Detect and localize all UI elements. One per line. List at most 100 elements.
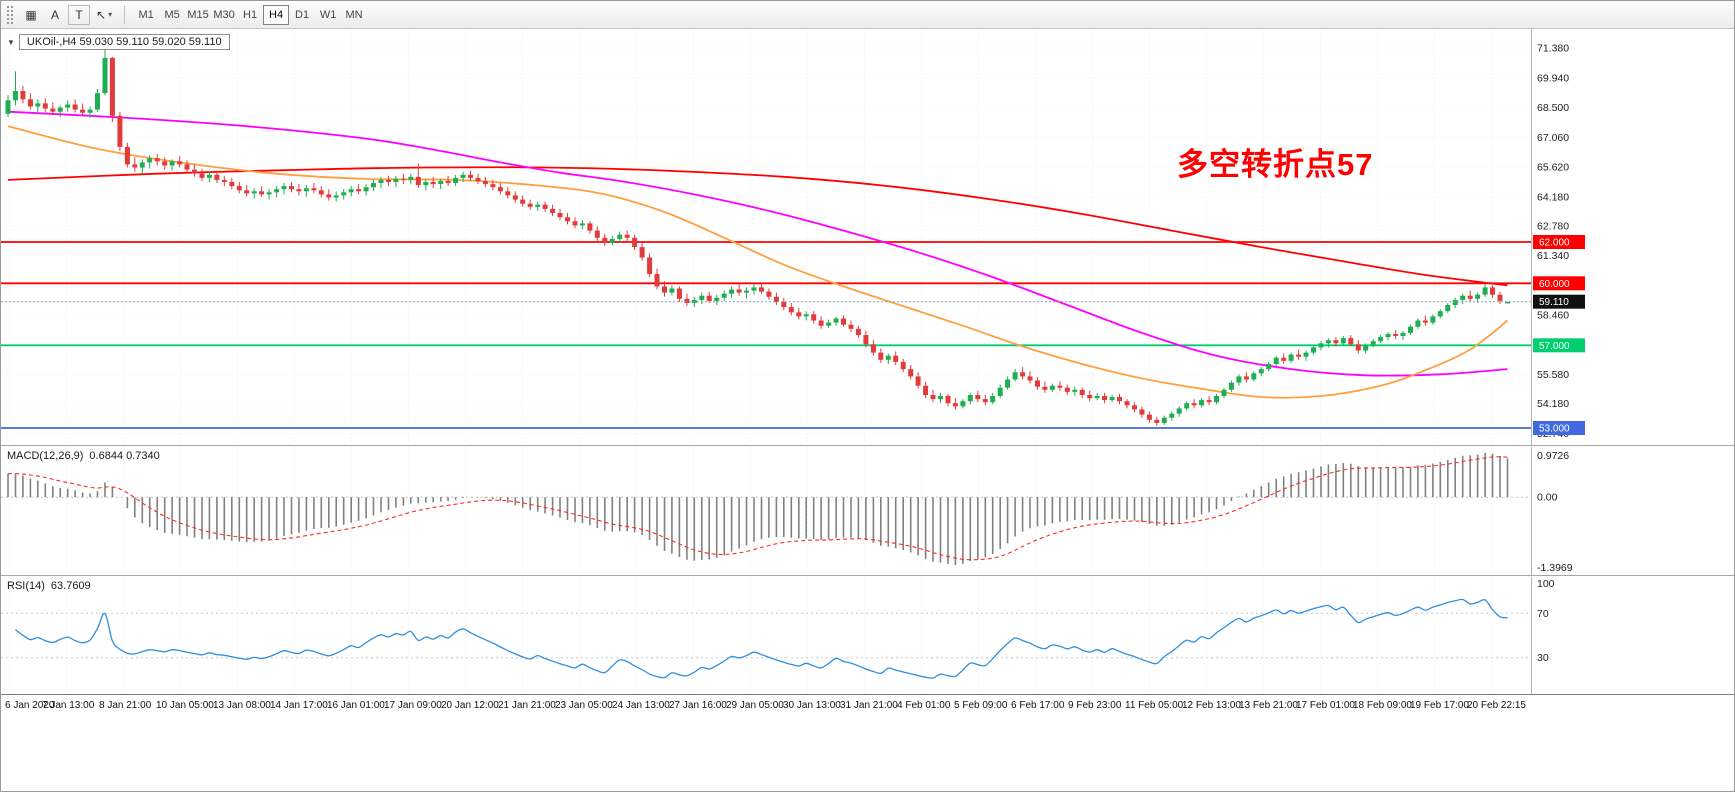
macd-histogram [7, 453, 1509, 565]
candle-body [468, 174, 473, 178]
candle-body [154, 158, 160, 162]
candle-body [1408, 326, 1413, 333]
time-axis-label: 10 Jan 05:00 [156, 700, 214, 711]
time-axis-label: 11 Feb 05:00 [1125, 700, 1184, 711]
candle-body [893, 355, 899, 362]
candle-body [706, 295, 712, 301]
macd-panel: MACD(12,26,9) 0.6844 0.7340 0.9726 0.00 -1.… [1, 447, 1735, 576]
time-axis[interactable]: 6 Jan 2020 7 Jan 13:00 8 Jan 21:00 10 Jan 0… [1, 696, 1734, 718]
rsi-value: 63.7609 [50, 580, 91, 592]
candle-body [1236, 376, 1242, 383]
rsi-name: RSI(14) [7, 580, 45, 592]
time-axis-label: 16 Jan 01:00 [327, 700, 385, 711]
candle-body [303, 188, 309, 192]
text-tool-button[interactable]: T [68, 4, 90, 25]
timeframe-button-d1[interactable]: D1 [289, 5, 315, 25]
candle-body [65, 104, 71, 108]
timeframe-button-h1[interactable]: H1 [237, 5, 263, 25]
candle-body [27, 99, 33, 107]
candle-body [1049, 385, 1055, 390]
candle-body [975, 395, 981, 400]
candle-body [684, 298, 690, 303]
one-click-trading-arrow-icon[interactable]: ▼ [7, 37, 15, 47]
candle-body [1497, 294, 1503, 301]
candle-body [1109, 397, 1115, 401]
candle-body [1161, 417, 1167, 423]
symbol-ohlc-readout: UKOil-,H4 59.030 59.110 59.020 59.110 [18, 34, 230, 50]
price-tick-label: 69.940 [1537, 72, 1569, 84]
macd-canvas[interactable]: 0.9726 0.00 -1.3969 [1, 447, 1735, 575]
candle-body [356, 189, 362, 192]
candle-body [1318, 343, 1324, 348]
timeframe-button-mn[interactable]: MN [341, 5, 367, 25]
hline-badge [1533, 338, 1585, 353]
candle-body [393, 178, 399, 182]
candle-body [818, 320, 824, 326]
candle-body [505, 191, 511, 196]
time-axis-label: 31 Jan 21:00 [840, 700, 898, 711]
candle-body [363, 187, 369, 192]
current-price-badge [1533, 294, 1585, 309]
timeframe-button-m30[interactable]: M30 [211, 5, 237, 25]
price-chart-canvas[interactable]: 71.380 69.940 68.500 67.060 65.620 64.180 62.7… [1, 29, 1735, 445]
candle-body [1005, 379, 1011, 388]
candle-body [609, 238, 615, 243]
candle-body [1139, 409, 1145, 415]
candle-body [318, 190, 324, 195]
candle-body [1363, 345, 1369, 351]
timeframe-button-m15[interactable]: M15 [185, 5, 211, 25]
candle-body [736, 289, 742, 293]
pointer-tool-button[interactable]: ↖ ▾ [92, 5, 116, 25]
time-axis-label: 27 Jan 16:00 [669, 700, 727, 711]
timeframe-button-h4[interactable]: H4 [263, 4, 290, 25]
rsi-axis-30: 30 [1537, 652, 1549, 664]
candle-body [512, 195, 518, 200]
hline-badge-label: 57.000 [1539, 341, 1570, 352]
candle-body [632, 237, 638, 248]
timeframe-button-m5[interactable]: M5 [159, 5, 185, 25]
candle-body [1221, 389, 1227, 396]
ma-mid-line [7, 110, 1508, 377]
candle-body [266, 192, 272, 195]
candle-body [624, 234, 630, 238]
candle-body [289, 186, 294, 190]
candle-body [408, 176, 414, 180]
candle-body [1117, 397, 1122, 402]
candle-body [72, 104, 78, 110]
toolbar-grip-handle[interactable] [7, 5, 13, 24]
candle-body [50, 108, 56, 112]
candle-body [751, 287, 757, 291]
candle-body [475, 177, 481, 181]
candle-body [960, 401, 966, 407]
charts-grid-button[interactable]: ▦ [20, 5, 42, 25]
time-axis-label: 6 Feb 17:00 [1011, 700, 1065, 711]
timeframe-button-m1[interactable]: M1 [133, 5, 159, 25]
candle-body [1146, 414, 1152, 420]
macd-signal-line [7, 456, 1508, 561]
candle-body [557, 213, 563, 218]
candle-body [132, 164, 138, 168]
time-axis-label: 19 Feb 17:00 [1410, 700, 1469, 711]
arrow-tool-button[interactable]: A [44, 5, 66, 25]
candle-body [80, 109, 86, 113]
rsi-canvas[interactable]: 100 70 30 [1, 577, 1735, 694]
time-axis-label: 20 Jan 12:00 [441, 700, 499, 711]
candle-body [42, 103, 48, 109]
candle-body [333, 195, 339, 198]
candle-body [744, 290, 749, 293]
candle-body [1475, 294, 1481, 299]
time-axis-label: 30 Jan 13:00 [783, 700, 841, 711]
candle-body [1243, 376, 1249, 380]
macd-name: MACD(12,26,9) [7, 450, 84, 462]
candle-body [20, 91, 26, 100]
hline-badge [1533, 276, 1585, 291]
timeframe-button-w1[interactable]: W1 [315, 5, 341, 25]
candle-body [520, 199, 526, 204]
candle-body [855, 328, 861, 335]
candle-body [1452, 299, 1458, 305]
time-axis-label: 13 Jan 08:00 [213, 700, 271, 711]
candle-body [826, 322, 832, 326]
candle-body [788, 307, 794, 313]
candle-body [863, 335, 869, 345]
